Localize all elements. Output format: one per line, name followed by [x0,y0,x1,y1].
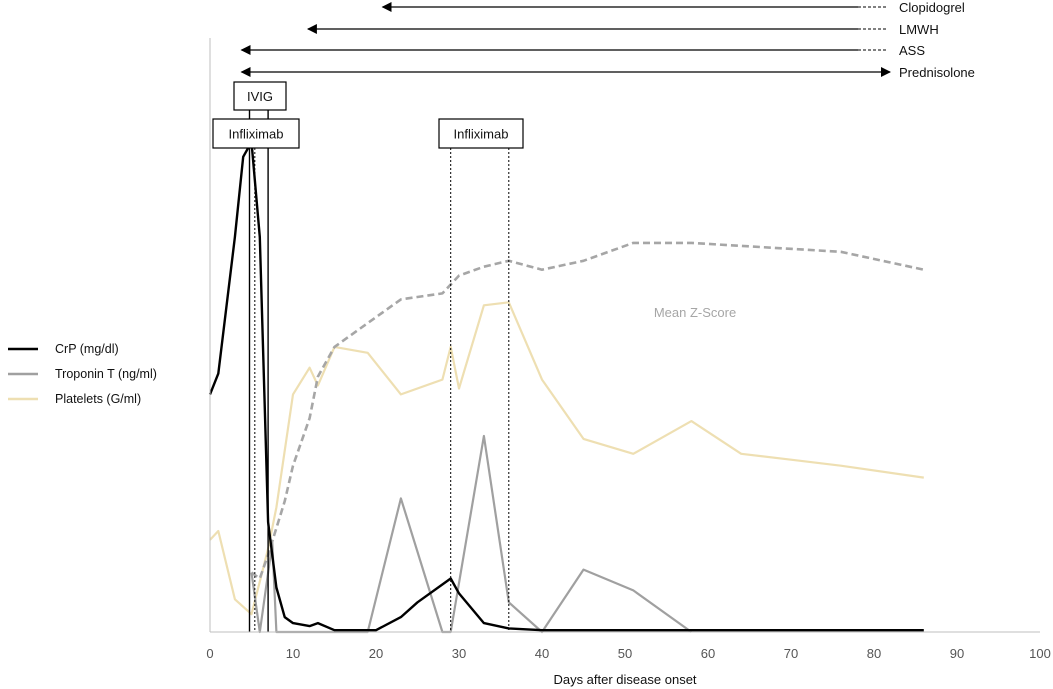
event-box-infliximab-2 [212,118,300,149]
x-axis-title: Days after disease onset [553,672,696,687]
x-tick-label-60: 60 [701,646,715,661]
treatment-label-prednisolone: Prednisolone [899,65,975,80]
x-tick-label-10: 10 [286,646,300,661]
x-tick-label-50: 50 [618,646,632,661]
treatment-arrows: Clopidogrel LMWH ASS Prednisolone [240,0,975,80]
event-label-infliximab-3: Infliximab [454,127,509,142]
x-tick-label-0: 0 [206,646,213,661]
event-box-ivig-1 [233,81,287,111]
x-tick-label-70: 70 [784,646,798,661]
treatment-label-lmwh: LMWH [899,22,939,37]
legend: CrP (mg/dl) Troponin T (ng/ml) Platelets (… [8,342,157,406]
series-line-mean-z-score [250,241,925,580]
legend-label-platelets-g-ml: Platelets (G/ml) [55,392,141,406]
treatment-label-clopidogrel: Clopidogrel [899,0,965,15]
mean-z-score-label: Mean Z-Score [654,305,736,320]
x-tick-label-90: 90 [950,646,964,661]
series-line-platelets-g-ml [209,301,924,616]
event-box-infliximab-3 [438,118,524,149]
legend-label-troponin-t-ng-ml: Troponin T (ng/ml) [55,367,157,381]
legend-label-crp-mg-dl: CrP (mg/dl) [55,342,119,356]
series-lines [208,140,925,634]
event-markers: IVIG Infliximab Infliximab [212,81,524,632]
x-tick-label-80: 80 [867,646,881,661]
x-tick-label-40: 40 [535,646,549,661]
x-tick-label-20: 20 [369,646,383,661]
event-label-infliximab-2: Infliximab [229,127,284,142]
x-axis: 0 10 20 30 40 50 60 70 80 90 100 [206,38,1051,661]
treatment-label-ass: ASS [899,43,925,58]
series-line-crp-mg-dl [208,140,924,632]
x-tick-label-100: 100 [1029,646,1051,661]
x-tick-label-30: 30 [452,646,466,661]
event-label-ivig-1: IVIG [247,89,273,104]
series-line-troponin-t-ng-ml [250,434,693,634]
